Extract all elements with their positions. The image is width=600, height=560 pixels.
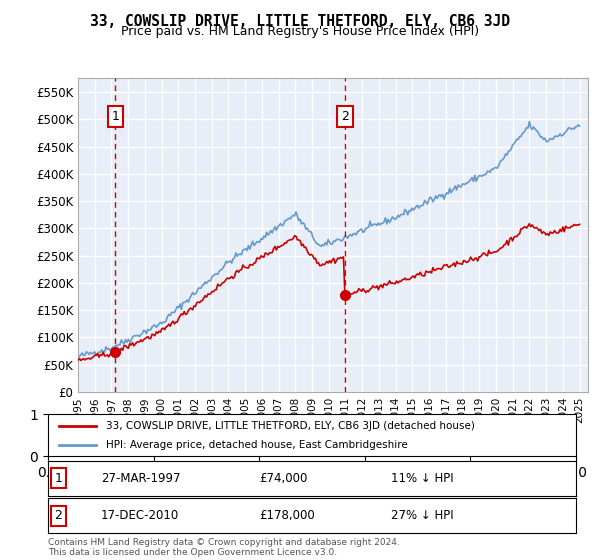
Text: 33, COWSLIP DRIVE, LITTLE THETFORD, ELY, CB6 3JD (detached house): 33, COWSLIP DRIVE, LITTLE THETFORD, ELY,… [106, 421, 475, 431]
Text: Price paid vs. HM Land Registry's House Price Index (HPI): Price paid vs. HM Land Registry's House … [121, 25, 479, 38]
Text: Contains HM Land Registry data © Crown copyright and database right 2024.
This d: Contains HM Land Registry data © Crown c… [48, 538, 400, 557]
Text: HPI: Average price, detached house, East Cambridgeshire: HPI: Average price, detached house, East… [106, 440, 408, 450]
Text: 1: 1 [112, 110, 119, 123]
Text: 2: 2 [341, 110, 349, 123]
Text: 17-DEC-2010: 17-DEC-2010 [101, 509, 179, 522]
Text: £178,000: £178,000 [259, 509, 315, 522]
Text: £74,000: £74,000 [259, 472, 308, 485]
Text: 1: 1 [55, 472, 62, 485]
Text: 27-MAR-1997: 27-MAR-1997 [101, 472, 181, 485]
Text: 27% ↓ HPI: 27% ↓ HPI [391, 509, 454, 522]
Text: 11% ↓ HPI: 11% ↓ HPI [391, 472, 454, 485]
Text: 2: 2 [55, 509, 62, 522]
Text: 33, COWSLIP DRIVE, LITTLE THETFORD, ELY, CB6 3JD: 33, COWSLIP DRIVE, LITTLE THETFORD, ELY,… [90, 14, 510, 29]
